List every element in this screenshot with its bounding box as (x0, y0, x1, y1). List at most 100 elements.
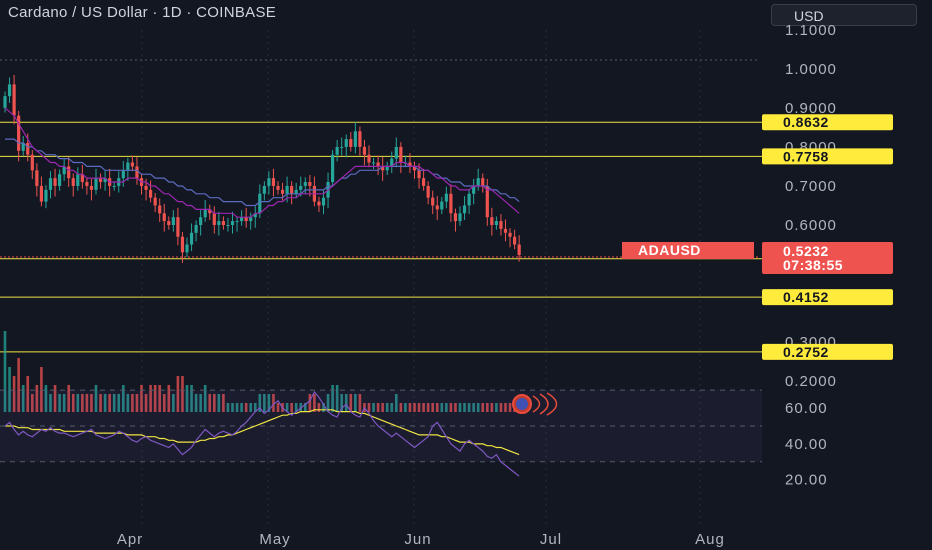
volume-bar (458, 403, 462, 412)
flag-ripple-2 (539, 393, 549, 415)
price-tick-label: 1.0000 (785, 61, 837, 78)
candle-body (358, 131, 362, 147)
ma-purple-line (4, 107, 520, 218)
candle-body (62, 166, 66, 175)
candle-body (494, 221, 498, 225)
volume-bar (449, 403, 453, 412)
candle-body (453, 213, 458, 222)
candle-body (290, 185, 294, 194)
volume-bar (422, 403, 425, 412)
candle-body (321, 197, 326, 206)
current-price-value: 0.5232 (783, 243, 829, 259)
volume-bar (435, 403, 439, 412)
candle-body (508, 232, 512, 237)
candle-body (249, 217, 253, 222)
volume-bar (399, 403, 403, 412)
candle-body (331, 154, 335, 183)
volume-bar (12, 376, 16, 412)
candle-body (371, 162, 376, 164)
level-label: 0.2752 (783, 344, 829, 360)
countdown-timer: 07:38:55 (783, 257, 843, 273)
candle-body (481, 178, 485, 186)
candle-body (199, 217, 203, 225)
rsi-tick-label: 60.00 (785, 400, 828, 417)
candle-body (317, 201, 321, 206)
candle-body (490, 217, 494, 225)
candle-body (35, 170, 39, 186)
candle-body (367, 154, 371, 163)
volume-bar (112, 394, 116, 412)
level-label-bg (762, 289, 893, 306)
volume-bar (349, 394, 353, 412)
volume-bar (322, 403, 325, 412)
candle-body (472, 185, 476, 194)
volume-bar (508, 403, 512, 412)
candle-body (426, 185, 430, 198)
moving-averages (4, 107, 520, 218)
level-label-bg (762, 114, 893, 131)
candle-body (89, 185, 94, 190)
candle-body (394, 146, 398, 159)
candle-body (499, 221, 503, 229)
volume-bar (267, 394, 271, 412)
candle-body (153, 197, 157, 206)
candle-body (412, 166, 417, 171)
price-axis: 1.10001.00000.90000.80000.70000.60000.30… (785, 22, 837, 489)
volume-bar (185, 385, 189, 412)
volume-bar (144, 394, 148, 412)
volume-bar (53, 385, 57, 412)
volume-bar (31, 394, 34, 412)
volume-bar (172, 394, 175, 412)
candle-body (39, 185, 43, 202)
rsi-line (4, 390, 520, 477)
time-axis: Apr May Jun Jul Aug (117, 531, 724, 548)
candle-body (44, 189, 48, 202)
volume-bar (108, 394, 111, 412)
candle-body (308, 182, 312, 186)
volume-bar (58, 394, 61, 412)
candle-body (385, 166, 389, 171)
volume-bar (476, 403, 480, 412)
candle-body (208, 209, 212, 214)
candle-body (431, 197, 435, 206)
gridlines (0, 30, 760, 525)
candle-body (376, 162, 380, 167)
volume-bar (376, 403, 380, 412)
volume-bar (308, 394, 312, 412)
volume-bar (140, 385, 143, 412)
volume-bar (354, 394, 357, 412)
rsi-ma-line (5, 409, 520, 456)
level-label: 0.8632 (783, 114, 829, 130)
volume-bar (162, 394, 166, 412)
volume-bar (417, 403, 421, 412)
candle-body (417, 170, 421, 179)
volume-bar (426, 403, 430, 412)
volume-bar (153, 385, 157, 412)
volume-bar (486, 403, 489, 412)
volume-bar (440, 403, 444, 412)
volume-bar (49, 394, 52, 412)
candle-body (435, 205, 439, 210)
volume-bar (135, 394, 139, 412)
volume-bar (445, 403, 448, 412)
volume-bar (117, 394, 121, 412)
candle-body (422, 178, 426, 186)
volume-bar (231, 403, 234, 412)
time-tick-label: Jun (404, 531, 431, 548)
candle-body (513, 236, 517, 245)
candle-body (126, 162, 130, 171)
volume-bar (304, 403, 307, 412)
level-label: 0.4152 (783, 289, 829, 305)
candle-body (294, 189, 298, 194)
volume-bar (249, 403, 252, 412)
candle-body (262, 185, 266, 194)
candle-body (362, 146, 367, 155)
volume-bar (94, 385, 98, 412)
currency-selector[interactable]: USD (771, 4, 917, 26)
level-label-bg (762, 343, 893, 360)
volume-bar (504, 403, 507, 412)
volume-bar (263, 394, 266, 412)
candle-body (399, 146, 403, 163)
volume-bar (258, 394, 262, 412)
